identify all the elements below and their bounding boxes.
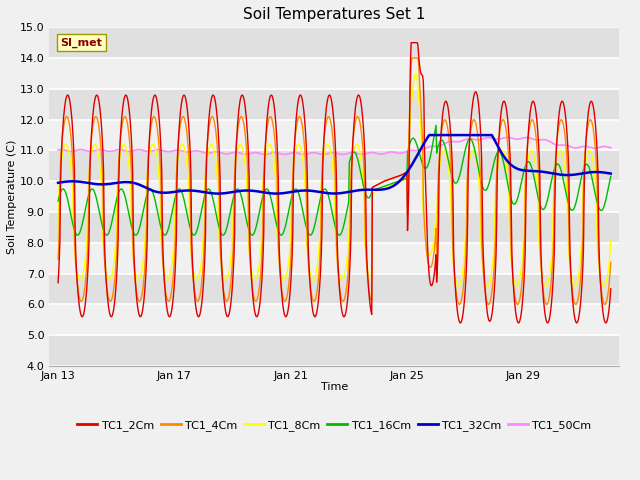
Legend: TC1_2Cm, TC1_4Cm, TC1_8Cm, TC1_16Cm, TC1_32Cm, TC1_50Cm: TC1_2Cm, TC1_4Cm, TC1_8Cm, TC1_16Cm, TC1… <box>73 416 596 435</box>
Bar <box>49 304 620 335</box>
Bar <box>49 150 620 181</box>
Bar <box>49 243 620 274</box>
Y-axis label: Soil Temperature (C): Soil Temperature (C) <box>7 140 17 254</box>
Bar <box>49 335 620 366</box>
Bar <box>49 212 620 243</box>
Title: Soil Temperatures Set 1: Soil Temperatures Set 1 <box>243 7 426 22</box>
Bar <box>49 58 620 89</box>
Bar <box>49 120 620 150</box>
X-axis label: Time: Time <box>321 382 348 392</box>
Bar <box>49 89 620 120</box>
Bar <box>49 181 620 212</box>
Bar <box>49 27 620 58</box>
Text: SI_met: SI_met <box>61 37 102 48</box>
Bar <box>49 274 620 304</box>
